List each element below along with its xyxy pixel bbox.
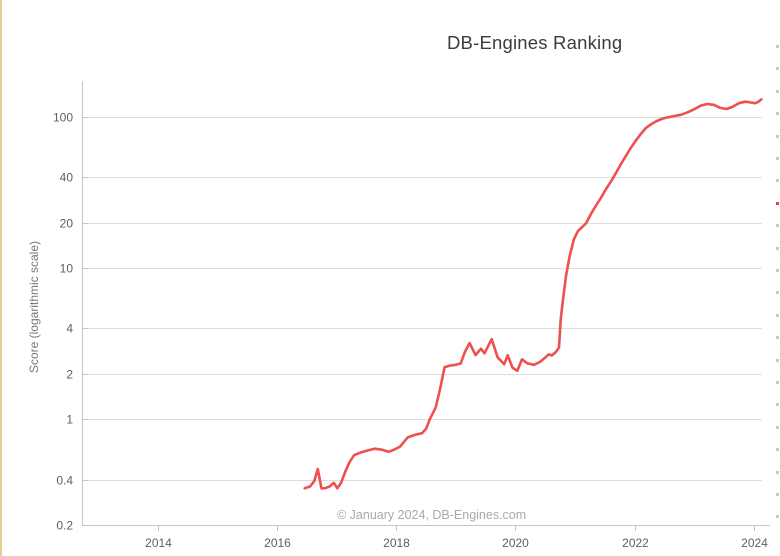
legend-checkbox-mark[interactable] — [776, 135, 779, 138]
x-tick-label: 2022 — [622, 536, 649, 550]
legend-checkbox-mark[interactable] — [776, 336, 779, 339]
legend-checkbox-mark[interactable] — [776, 403, 779, 406]
selected-legend-checkbox-mark[interactable] — [776, 202, 779, 205]
legend-checkbox-mark[interactable] — [776, 314, 779, 317]
x-tick-label: 2014 — [145, 536, 172, 550]
x-tick-label: 2016 — [264, 536, 291, 550]
legend-checkbox-mark[interactable] — [776, 448, 779, 451]
legend-checkbox-mark[interactable] — [776, 381, 779, 384]
y-tick-label: 0.2 — [56, 519, 73, 533]
y-tick-label: 0.4 — [56, 474, 73, 488]
legend-checkbox-mark[interactable] — [776, 471, 779, 474]
legend-checkbox-mark[interactable] — [776, 90, 779, 93]
legend-checkbox-mark[interactable] — [776, 247, 779, 250]
x-tick-label: 2020 — [502, 536, 529, 550]
legend-checkbox-mark[interactable] — [776, 67, 779, 70]
legend-checkbox-mark[interactable] — [776, 112, 779, 115]
legend-checkbox-mark[interactable] — [776, 45, 779, 48]
legend-checkbox-mark[interactable] — [776, 269, 779, 272]
chart-title: DB-Engines Ranking — [447, 32, 623, 53]
score-line-series — [303, 98, 763, 490]
legend-checkbox-mark[interactable] — [776, 515, 779, 518]
legend-checkbox-mark[interactable] — [776, 426, 779, 429]
y-tick-label: 2 — [66, 368, 73, 382]
y-tick-label: 100 — [53, 111, 73, 125]
legend-checkbox-mark[interactable] — [776, 179, 779, 182]
y-tick-label: 40 — [60, 171, 74, 185]
legend-checkbox-mark[interactable] — [776, 157, 779, 160]
y-tick-label: 1 — [66, 413, 73, 427]
x-tick-label: 2024 — [741, 536, 768, 550]
y-tick-label: 4 — [66, 322, 73, 336]
legend-checkbox-mark[interactable] — [776, 291, 779, 294]
y-tick-label: 20 — [60, 217, 74, 231]
y-tick-label: 10 — [60, 262, 74, 276]
x-tick-label: 2018 — [383, 536, 410, 550]
legend-checkbox-mark[interactable] — [776, 224, 779, 227]
left-accent-border — [0, 0, 2, 556]
legend-checkbox-mark[interactable] — [776, 359, 779, 362]
copyright-watermark: © January 2024, DB-Engines.com — [337, 508, 527, 522]
legend-checkbox-mark[interactable] — [776, 493, 779, 496]
